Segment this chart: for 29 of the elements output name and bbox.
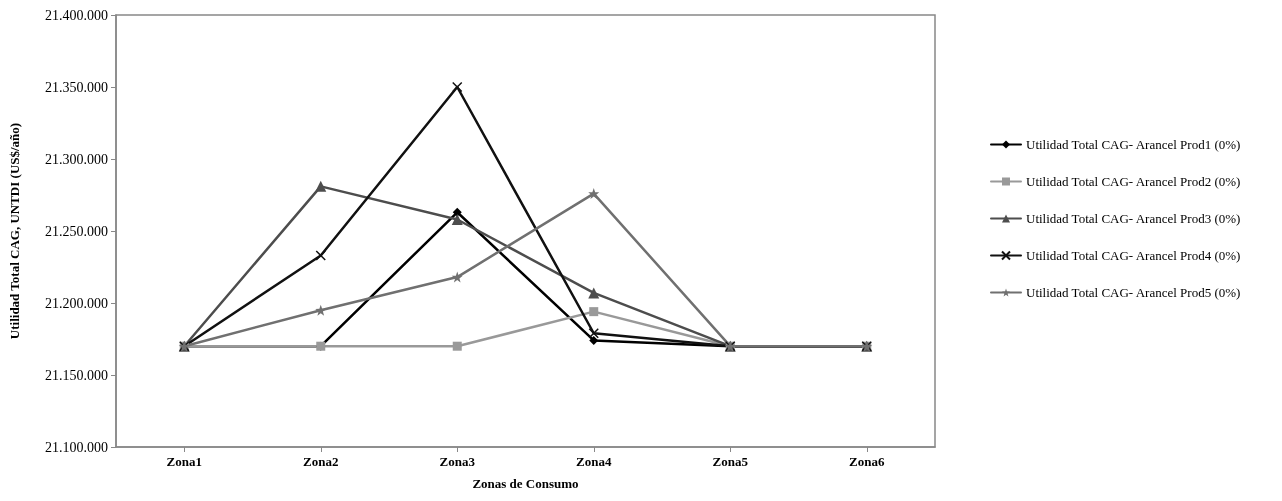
y-tick-label: 21.200.000 xyxy=(45,295,108,311)
x-tick-label: Zona4 xyxy=(576,454,612,469)
y-tick-label: 21.400.000 xyxy=(45,7,108,23)
point xyxy=(451,271,463,283)
x-tick-label: Zona2 xyxy=(303,454,339,469)
y-tick-label: 21.350.000 xyxy=(45,79,108,95)
y-tick-label: 21.300.000 xyxy=(45,151,108,167)
point xyxy=(588,188,600,200)
legend-label: Utilidad Total CAG- Arancel Prod5 (0%) xyxy=(1026,285,1241,300)
legend-label: Utilidad Total CAG- Arancel Prod4 (0%) xyxy=(1026,248,1241,263)
x-axis-title: Zonas de Consumo xyxy=(472,476,579,491)
y-tick-label: 21.150.000 xyxy=(45,367,108,383)
point xyxy=(315,180,327,192)
point xyxy=(452,341,462,351)
point xyxy=(451,213,463,225)
x-tick-label: Zona1 xyxy=(166,454,202,469)
point xyxy=(452,207,462,217)
x-tick-label: Zona3 xyxy=(439,454,476,469)
point xyxy=(588,287,600,299)
x-tick-label: Zona6 xyxy=(849,454,885,469)
y-tick-label: 21.100.000 xyxy=(45,439,108,455)
x-tick-label: Zona5 xyxy=(712,454,749,469)
point xyxy=(589,307,599,317)
legend-label: Utilidad Total CAG- Arancel Prod1 (0%) xyxy=(1026,137,1241,152)
point xyxy=(589,335,599,345)
y-axis-title: Utilidad Total CAG, UNTDI (US$/año) xyxy=(7,122,22,340)
legend-label: Utilidad Total CAG- Arancel Prod3 (0%) xyxy=(1026,211,1241,226)
legend-label: Utilidad Total CAG- Arancel Prod2 (0%) xyxy=(1026,174,1241,189)
y-tick-label: 21.250.000 xyxy=(45,223,108,239)
